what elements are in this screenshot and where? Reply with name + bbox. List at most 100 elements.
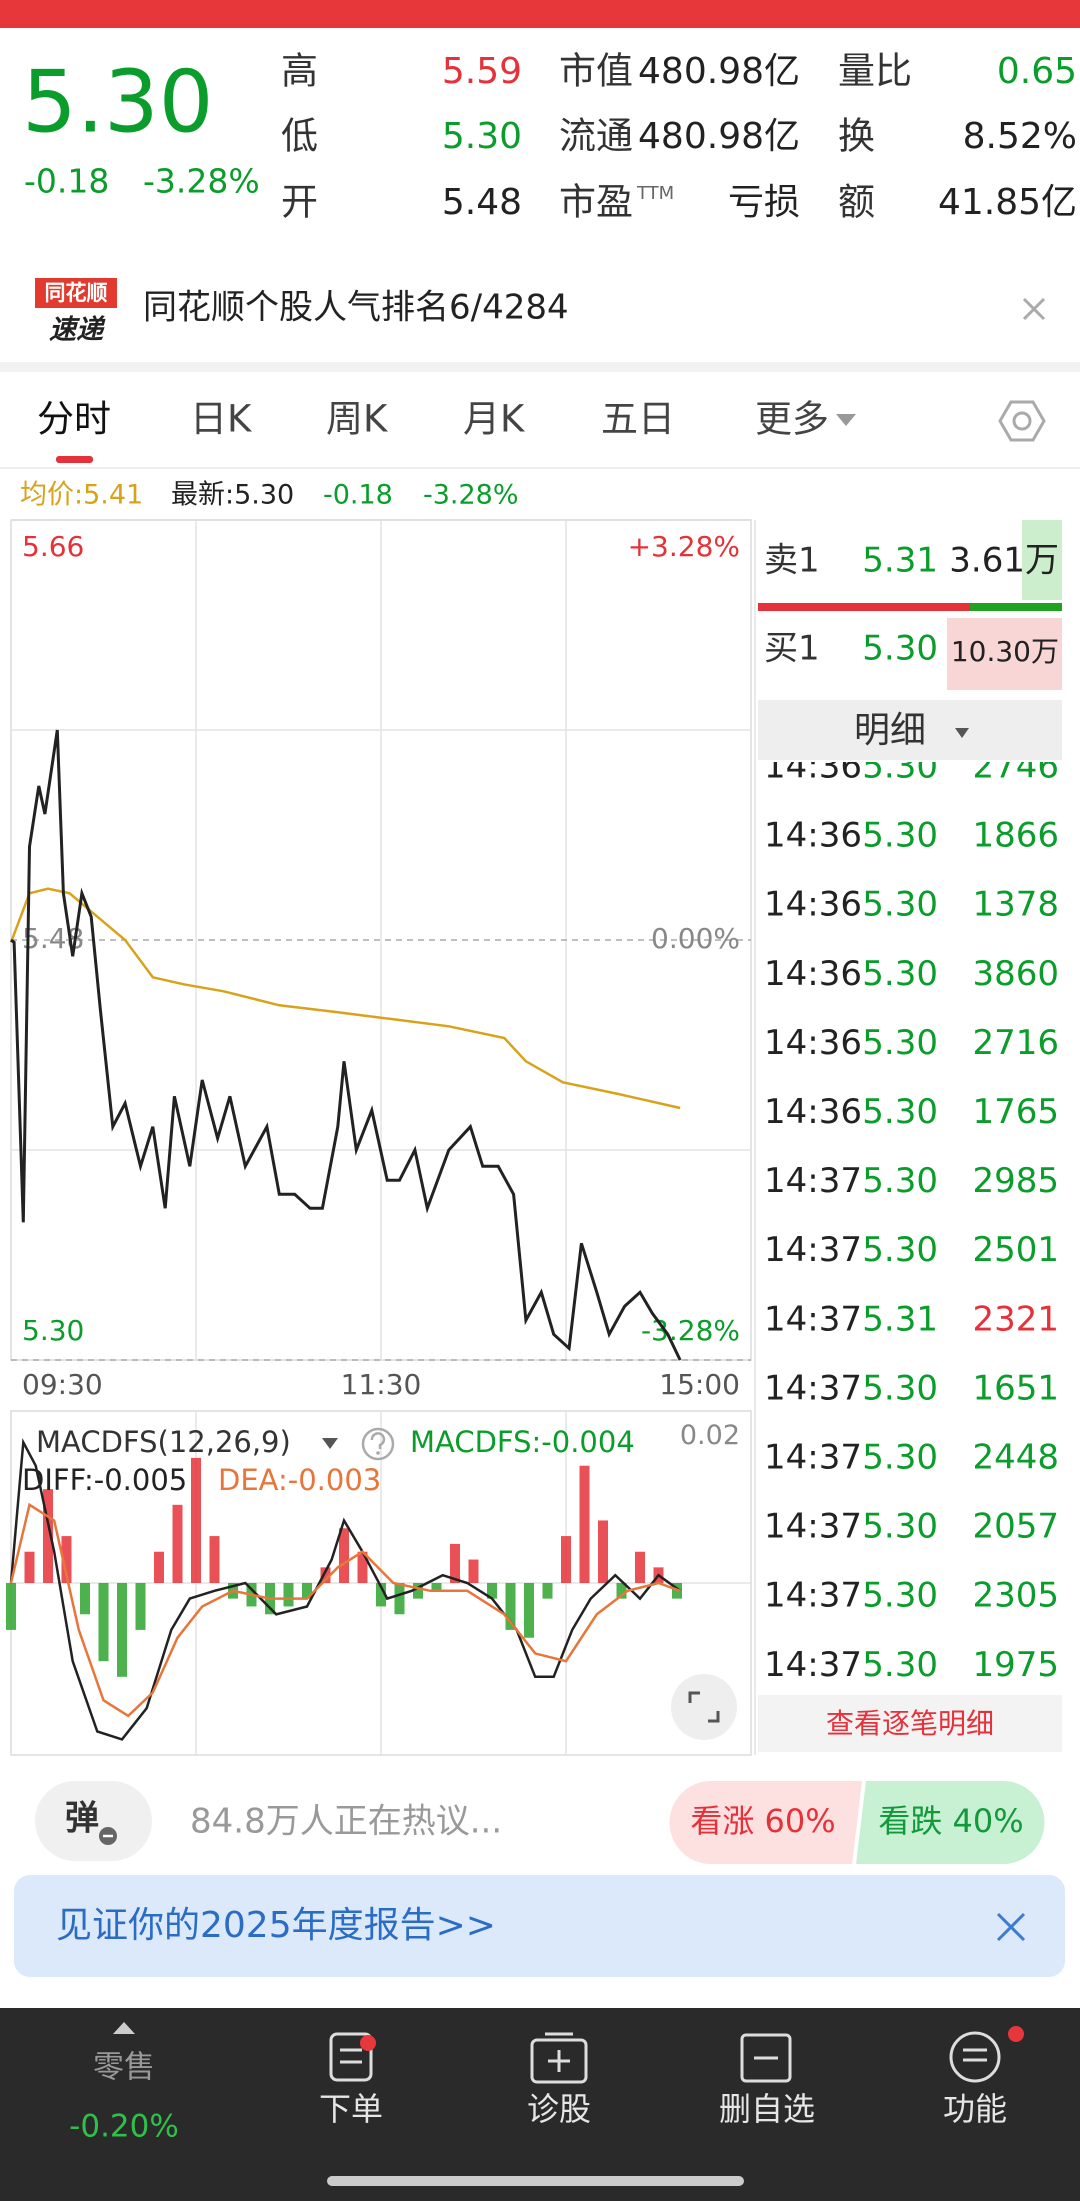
stat-value: 5.30 (442, 116, 522, 157)
histogram-bar (413, 1583, 423, 1599)
trade-volume: 2448 (972, 1438, 1059, 1478)
histogram-bar (450, 1543, 460, 1583)
tab[interactable]: 分时 (37, 398, 111, 441)
trade-volume: 1651 (972, 1368, 1059, 1408)
stat-label: 低 (281, 115, 318, 158)
histogram-bar (339, 1528, 349, 1583)
tab[interactable]: 周K (326, 398, 389, 441)
histogram-bar (283, 1583, 294, 1607)
trade-time: 14:37 (764, 1645, 862, 1685)
macd-arrow[interactable] (322, 1438, 338, 1449)
trade-time: 14:36 (764, 954, 862, 994)
macd-line (9, 1502, 681, 1718)
expand-button[interactable] (671, 1674, 737, 1740)
tab[interactable]: 五日 (601, 398, 675, 441)
legend-diff: DIFF:-0.005 (22, 1463, 187, 1497)
trade-price: 5.30 (862, 1576, 938, 1616)
sell-label: 卖1 (764, 541, 820, 581)
separator (0, 362, 1080, 372)
trade-volume: 2746 (972, 747, 1059, 787)
nav-item[interactable]: 下单 (319, 2090, 383, 2128)
trade-price: 5.30 (862, 1023, 938, 1063)
histogram-bar (302, 1583, 312, 1599)
settings-icon[interactable] (998, 400, 1046, 442)
trade-price: 5.30 (862, 885, 938, 925)
histogram-bar (598, 1520, 608, 1583)
stat-label: 市盈 (559, 181, 633, 224)
trade-price: 5.30 (862, 1645, 938, 1685)
trade-volume: 2321 (972, 1299, 1059, 1339)
discussion: 84.8万人正在热议... (190, 1802, 502, 1842)
buy-volume-bg (947, 618, 1062, 690)
tab[interactable]: 日K (190, 398, 253, 441)
trade-price: 5.30 (862, 1368, 938, 1408)
more-trades-bg[interactable] (758, 1695, 1062, 1752)
trade-price: 5.30 (862, 954, 938, 994)
histogram-bar (154, 1551, 164, 1583)
down-button[interactable] (856, 1780, 1045, 1864)
trade-volume: 1866 (972, 816, 1059, 856)
promo-banner[interactable] (14, 1875, 1065, 1977)
sell-volume-bg (1022, 520, 1062, 600)
macd-line (9, 1437, 681, 1741)
series-line (9, 887, 681, 1110)
more-trades[interactable]: 查看逐笔明细 (826, 1707, 994, 1740)
y2-tick-label: +3.28% (628, 530, 740, 563)
nav-item[interactable]: 诊股 (527, 2090, 591, 2128)
x-tick-label: 11:30 (341, 1368, 422, 1401)
trade-volume: 2057 (972, 1507, 1059, 1547)
nav-icons (329, 2031, 1001, 2084)
stat-label: 市值 (559, 50, 633, 93)
histogram-bar (505, 1583, 516, 1630)
trade-time: 14:37 (764, 1230, 862, 1270)
stat-label-sup: TTM (636, 183, 674, 204)
trade-volume: 1975 (972, 1645, 1059, 1685)
tab[interactable]: 更多 (755, 398, 829, 441)
histogram-bar (487, 1583, 497, 1599)
danmu-button[interactable] (35, 1781, 152, 1861)
up-button[interactable] (669, 1781, 863, 1864)
histogram-bar (43, 1489, 53, 1583)
trade-time: 14:36 (764, 816, 862, 856)
expand-icon (688, 1691, 720, 1723)
buy-pressure (970, 603, 1062, 611)
histogram-bar (172, 1504, 183, 1583)
banner-close[interactable] (1022, 297, 1046, 321)
promo-close[interactable] (996, 1912, 1026, 1942)
stat-label: 换 (838, 115, 875, 158)
x-tick-label: 09:30 (22, 1368, 103, 1401)
trade-price: 5.30 (862, 747, 938, 787)
trade-volume: 1765 (972, 1092, 1059, 1132)
histogram-bar (468, 1559, 479, 1583)
histogram-bar (80, 1583, 90, 1615)
nav-item[interactable]: 功能 (943, 2090, 1007, 2128)
banner-text: 同花顺个股人气排名6/4284 (143, 288, 569, 328)
legend-latest: 最新:5.30 (171, 480, 294, 511)
histogram-bar (209, 1536, 220, 1583)
danmu: 弹 (65, 1799, 99, 1839)
help-icon[interactable] (361, 1427, 395, 1461)
stat-label: 高 (281, 50, 318, 93)
promo-text: 见证你的2025年度报告>> (56, 1905, 496, 1946)
nav-item[interactable]: 删自选 (719, 2090, 815, 2128)
stat-value: 41.85亿 (938, 182, 1077, 223)
trade-time: 14:36 (764, 1092, 862, 1132)
trade-time: 14:37 (764, 1161, 862, 1201)
trade-price: 5.30 (862, 1507, 938, 1547)
trade-time: 14:37 (764, 1299, 862, 1339)
detail-button[interactable] (758, 700, 1062, 760)
histogram-bar (635, 1551, 645, 1583)
up-label: 看涨 60% (690, 1802, 835, 1840)
histogram-bar (579, 1465, 590, 1583)
y-tick-label: 0.02 (680, 1420, 740, 1451)
tab[interactable]: 月K (463, 398, 526, 441)
info-change: -0.18 (323, 480, 393, 511)
price: 5.30 (22, 52, 213, 152)
nav-badge (360, 2035, 376, 2051)
help-dot (376, 1451, 380, 1455)
trade-volume: 1378 (972, 885, 1059, 925)
trade-time: 14:36 (764, 885, 862, 925)
histogram-bar (98, 1583, 109, 1662)
